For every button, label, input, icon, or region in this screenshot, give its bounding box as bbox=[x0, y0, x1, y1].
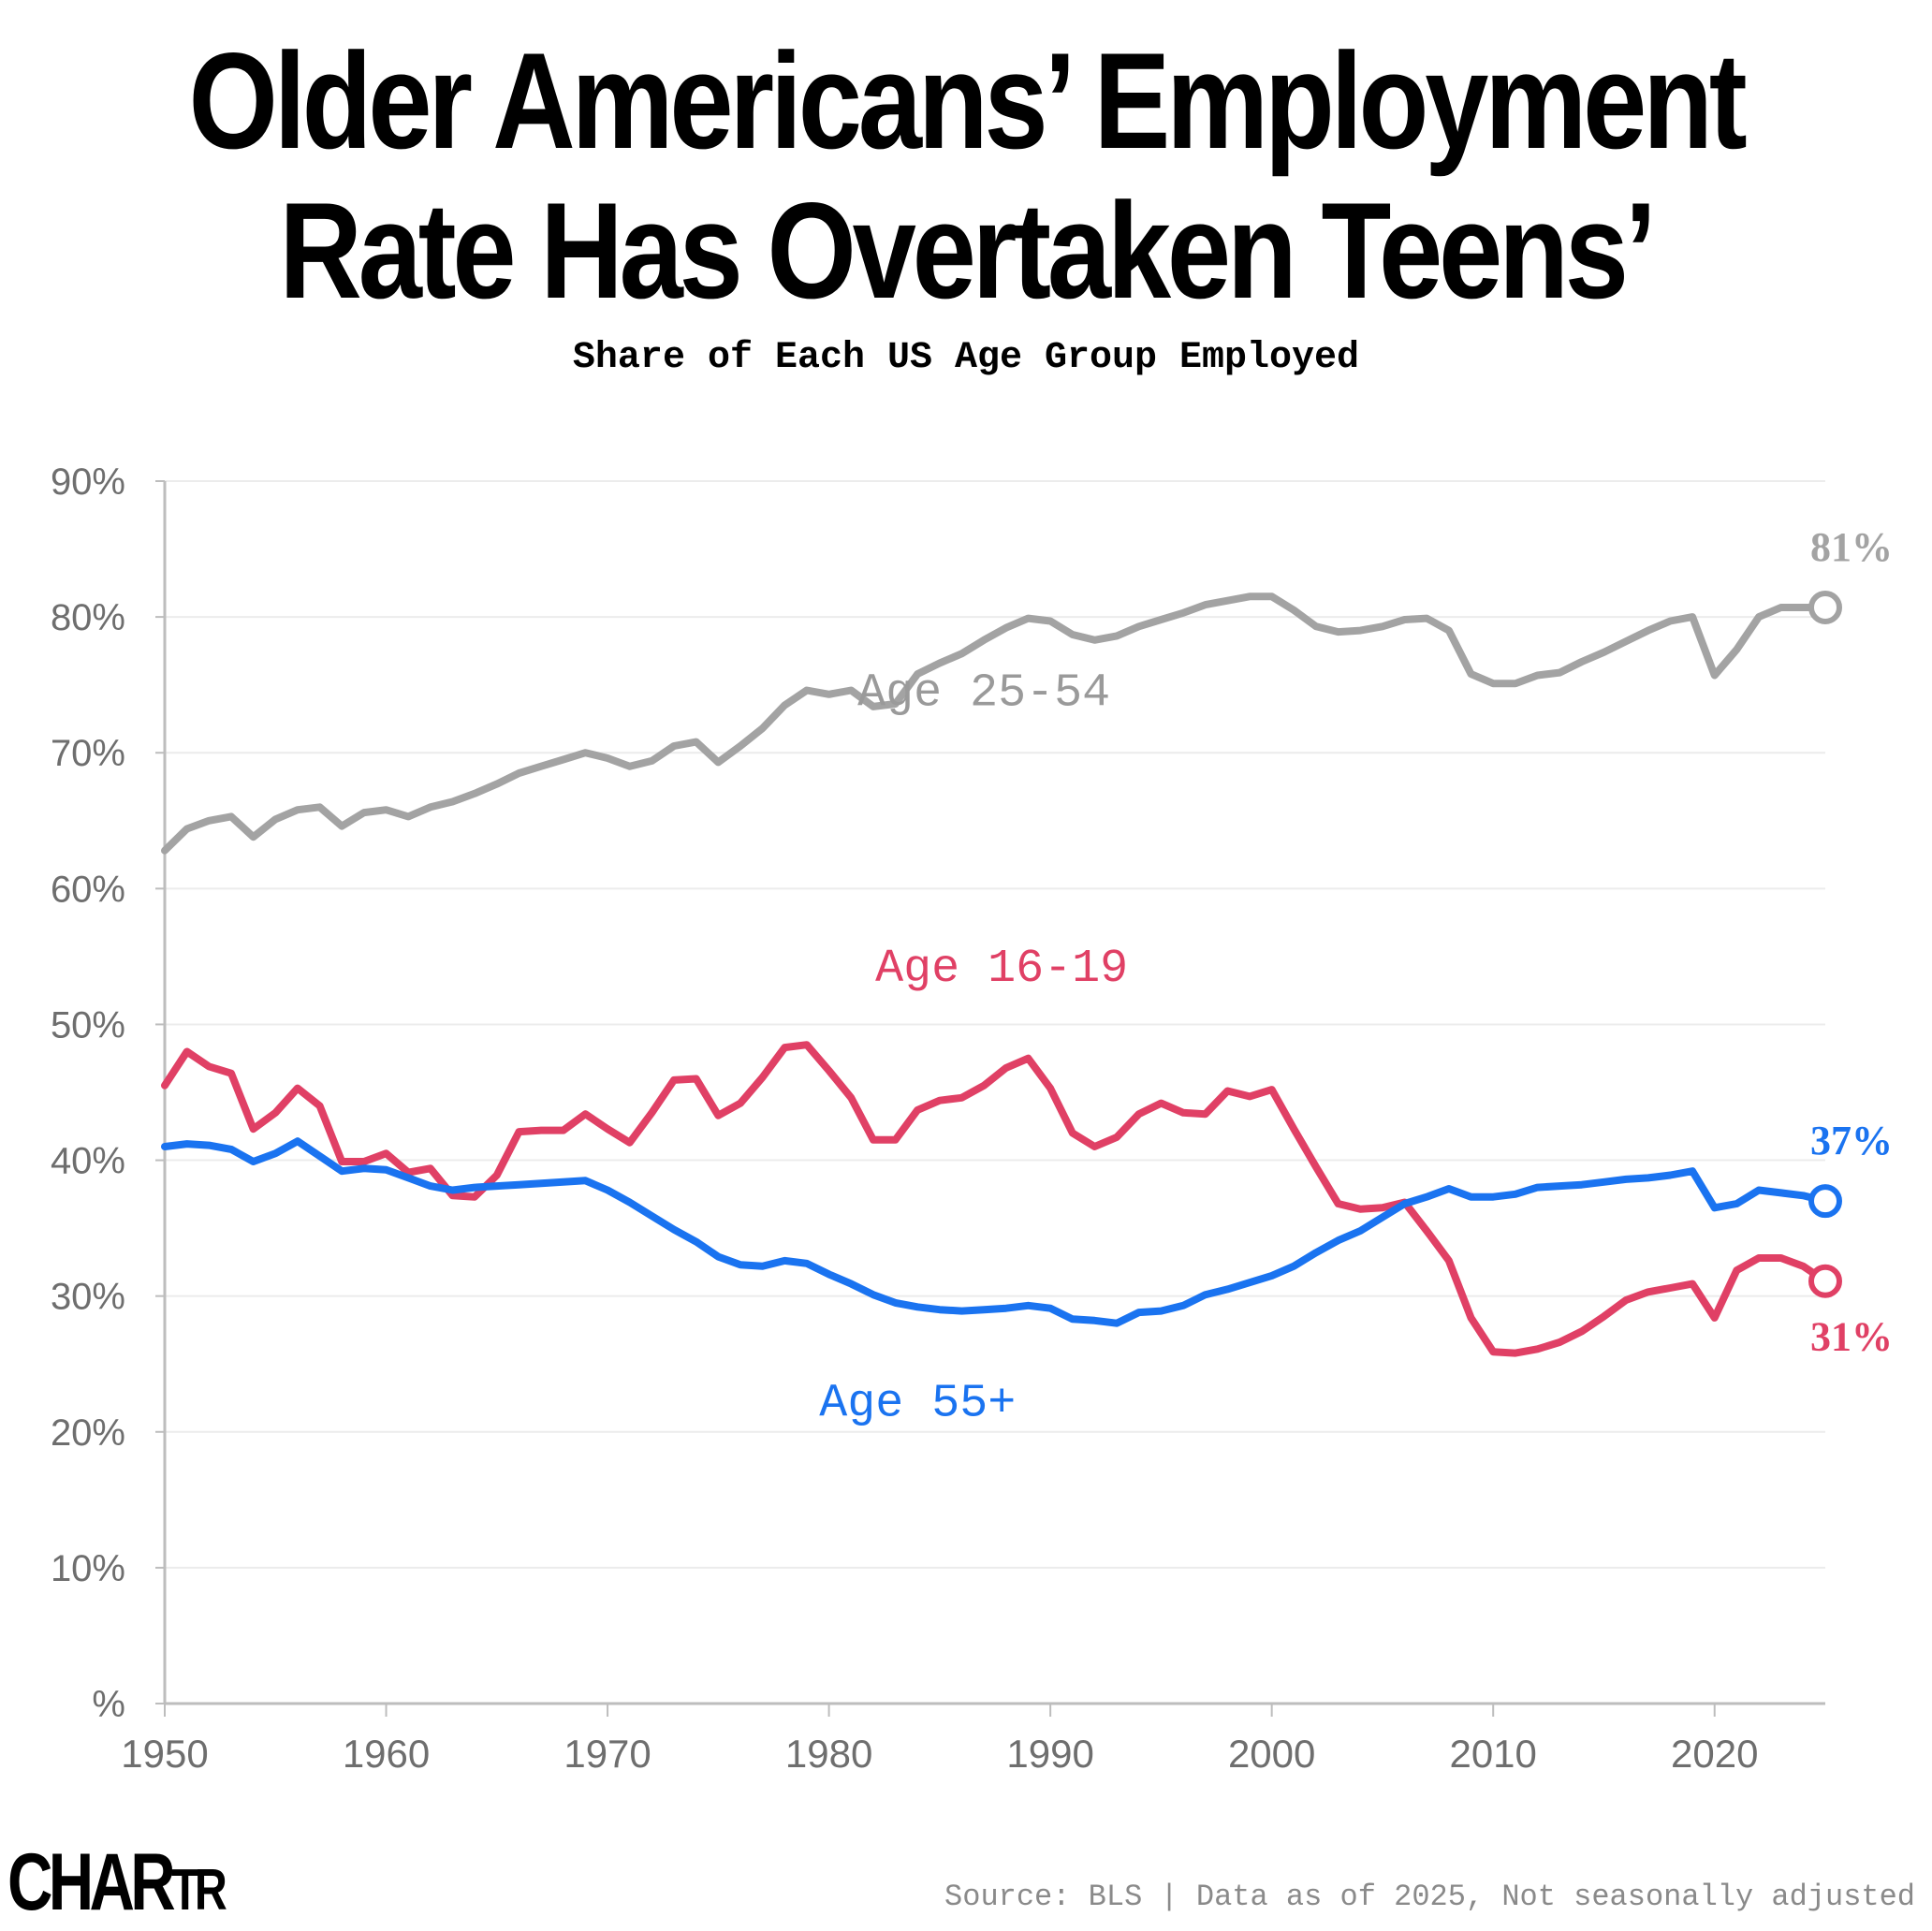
end-value-label: 31% bbox=[1810, 1314, 1893, 1360]
chart-subtitle: Share of Each US Age Group Employed bbox=[572, 337, 1360, 379]
logo-tail-text: TR bbox=[171, 1858, 227, 1923]
x-tick-label: 1960 bbox=[343, 1732, 430, 1776]
chart-title-line-1: Older Americans’ Employment bbox=[188, 24, 1748, 177]
chart-title-line-2: Rate Has Overtaken Teens’ bbox=[279, 174, 1657, 327]
y-tick-label: % bbox=[92, 1684, 125, 1725]
end-marker bbox=[1808, 1264, 1842, 1298]
y-tick-label: 60% bbox=[51, 869, 125, 910]
x-tick-label: 2000 bbox=[1228, 1732, 1315, 1776]
y-tick-label: 50% bbox=[51, 1004, 125, 1046]
end-marker bbox=[1808, 590, 1842, 624]
end-value-label: 81% bbox=[1810, 524, 1893, 570]
logo-main-text: CHAR bbox=[7, 1837, 176, 1927]
end-marker bbox=[1808, 1184, 1842, 1219]
series-annotation: Age 25-54 bbox=[857, 666, 1110, 720]
x-tick-label: 1990 bbox=[1006, 1732, 1093, 1776]
chartr-logo: CHARTR bbox=[7, 1842, 227, 1931]
series-annotation: Age 16-19 bbox=[875, 943, 1128, 996]
x-tick-label: 1980 bbox=[785, 1732, 872, 1776]
y-tick-label: 10% bbox=[51, 1548, 125, 1589]
x-tick-label: 2010 bbox=[1449, 1732, 1536, 1776]
source-note: Source: BLS | Data as of 2025, Not seaso… bbox=[944, 1880, 1915, 1914]
x-tick-label: 1950 bbox=[121, 1732, 208, 1776]
y-tick-label: 90% bbox=[51, 461, 125, 503]
series-line-age-16-19 bbox=[161, 1041, 1829, 1357]
end-value-label: 37% bbox=[1810, 1118, 1893, 1163]
chart-title: Older Americans’ Employment Rate Has Ove… bbox=[154, 26, 1778, 326]
series-line-age-25-54 bbox=[161, 592, 1829, 855]
series-line-age-55- bbox=[161, 1137, 1829, 1327]
x-tick-label: 2020 bbox=[1671, 1732, 1758, 1776]
y-tick-label: 40% bbox=[51, 1141, 125, 1182]
y-tick-label: 80% bbox=[51, 597, 125, 638]
x-tick-label: 1970 bbox=[564, 1732, 651, 1776]
series-annotation: Age 55+ bbox=[819, 1377, 1016, 1430]
y-tick-label: 30% bbox=[51, 1277, 125, 1318]
y-tick-label: 20% bbox=[51, 1412, 125, 1454]
y-tick-label: 70% bbox=[51, 733, 125, 774]
